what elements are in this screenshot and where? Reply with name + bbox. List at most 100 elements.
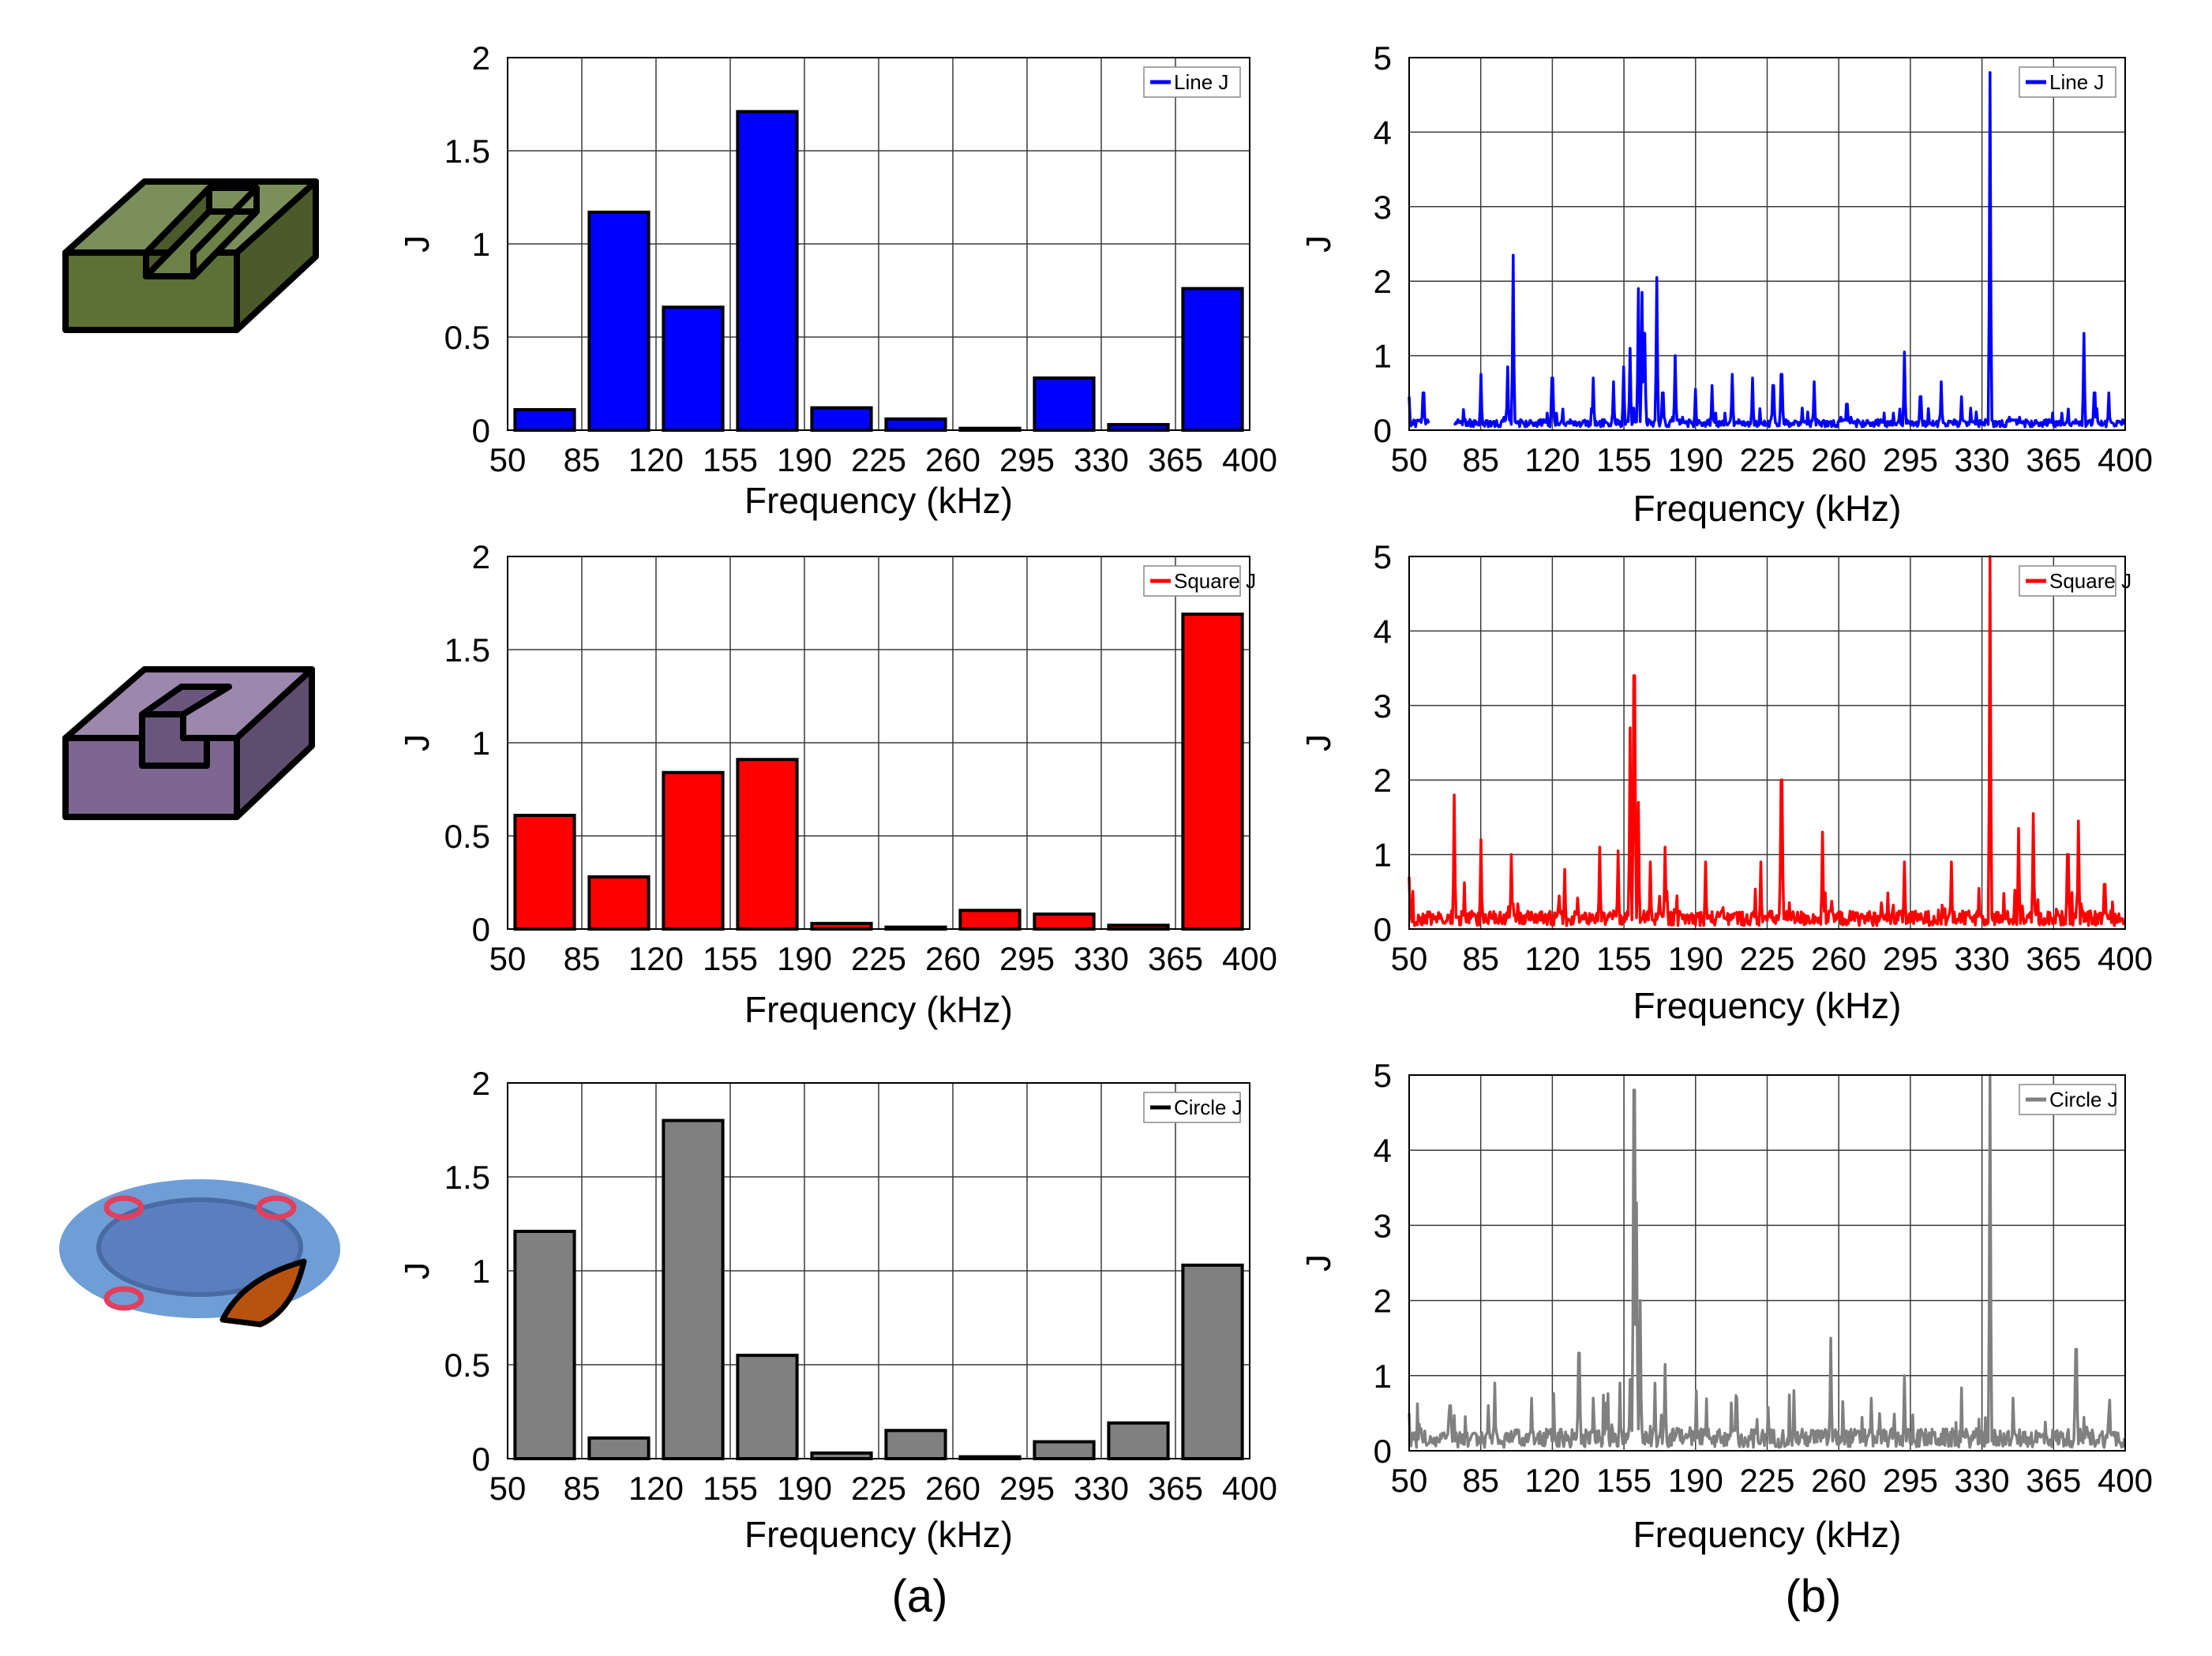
x-tick-label: 225 xyxy=(851,1470,906,1507)
line-groove-block-icon xyxy=(62,178,319,333)
bar-85 xyxy=(513,1230,576,1461)
legend-label: Square J xyxy=(1174,569,1256,593)
legend-label: Circle J xyxy=(2049,1088,2118,1111)
plot-frame xyxy=(507,556,1250,930)
x-tick-label: 225 xyxy=(1739,1462,1794,1499)
bar-225 xyxy=(810,921,873,931)
bar-260 xyxy=(884,417,947,433)
bar-400 xyxy=(1181,287,1244,433)
bar-120 xyxy=(587,210,650,432)
y-tick-label: 0.5 xyxy=(444,1347,490,1384)
y-tick-label: 0 xyxy=(472,911,490,948)
square-groove-block-icon xyxy=(62,666,315,820)
chart-a2: 0 0.5 1 1.5 2 50 85 120 155 190 225 260 295 330 365 400… xyxy=(398,538,1277,1030)
x-tick-label: 330 xyxy=(1955,1462,2010,1499)
x-tick-label: 295 xyxy=(999,441,1055,478)
x-tick-label: 225 xyxy=(851,940,906,977)
y-tick-label: 1.5 xyxy=(444,631,490,669)
x-tick-label: 365 xyxy=(1148,940,1203,977)
y-axis-label: J xyxy=(398,734,437,751)
y-tick-label: 1.5 xyxy=(444,133,490,170)
y-tick-label: 0 xyxy=(1374,412,1392,449)
x-tick-label: 330 xyxy=(1074,441,1129,478)
x-axis-label: Frequency (kHz) xyxy=(1633,985,1902,1026)
bar-190 xyxy=(736,110,799,432)
bar-85 xyxy=(513,408,576,432)
x-tick-label: 400 xyxy=(1222,940,1277,977)
y-tick-label: 1 xyxy=(1374,837,1392,874)
y-tick-label: 0 xyxy=(1374,1433,1392,1470)
y-tick-label: 4 xyxy=(1374,613,1392,650)
bar-365 xyxy=(1107,422,1170,432)
y-tick-label: 2 xyxy=(472,538,490,575)
y-tick-label: 0.5 xyxy=(444,319,490,356)
bar-190 xyxy=(736,1354,799,1460)
y-tick-label: 0.5 xyxy=(444,818,490,855)
x-tick-label: 155 xyxy=(1596,1462,1652,1499)
y-axis-label: J xyxy=(1299,235,1338,253)
chart-b3: 0 1 2 3 4 5 50 85 120 155 190 225 260 295 330 365 400 Fre… xyxy=(1299,1057,2153,1555)
x-tick-label: 190 xyxy=(1668,441,1723,478)
bar-155 xyxy=(662,770,725,931)
bar-400 xyxy=(1181,613,1244,931)
plot-frame xyxy=(1408,556,2126,930)
x-tick-label: 260 xyxy=(925,1470,980,1507)
x-tick-label: 85 xyxy=(1462,441,1499,478)
x-tick-label: 330 xyxy=(1955,441,2010,478)
x-tick-label: 85 xyxy=(564,940,601,977)
x-tick-label: 120 xyxy=(628,1470,684,1507)
x-axis-label: Frequency (kHz) xyxy=(744,1514,1013,1555)
x-tick-label: 190 xyxy=(777,1470,832,1507)
bar-85 xyxy=(513,814,576,931)
x-tick-label: 190 xyxy=(1668,940,1723,977)
x-tick-label: 85 xyxy=(1462,940,1499,977)
y-axis-label: J xyxy=(398,235,437,253)
bar-330 xyxy=(1033,376,1096,433)
y-tick-label: 5 xyxy=(1374,39,1392,77)
series-line-0 xyxy=(1408,392,1430,429)
y-axis-label: J xyxy=(1299,1254,1338,1272)
y-tick-label: 5 xyxy=(1374,538,1392,575)
y-tick-label: 5 xyxy=(1374,1057,1392,1094)
x-tick-label: 155 xyxy=(703,940,758,977)
y-tick-label: 2 xyxy=(472,1065,490,1102)
x-tick-label: 120 xyxy=(628,441,684,478)
bar-155 xyxy=(662,305,725,432)
x-axis-label: Frequency (kHz) xyxy=(1633,1514,1902,1555)
x-tick-label: 365 xyxy=(2026,1462,2081,1499)
y-tick-label: 2 xyxy=(1374,762,1392,799)
x-tick-label: 330 xyxy=(1074,940,1129,977)
x-tick-label: 225 xyxy=(1739,441,1794,478)
x-tick-label: 295 xyxy=(1883,1462,1938,1499)
x-tick-label: 295 xyxy=(1883,441,1938,478)
plot-frame xyxy=(507,57,1250,431)
y-tick-label: 1 xyxy=(472,725,490,762)
x-tick-label: 85 xyxy=(564,1470,601,1507)
x-tick-label: 120 xyxy=(628,940,684,977)
chart-b1: 0 1 2 3 4 5 50 85 120 155 190 225 260 295 330 365 400 Fre… xyxy=(1299,39,2153,529)
y-tick-label: 1 xyxy=(472,226,490,263)
x-tick-label: 225 xyxy=(851,441,906,478)
y-tick-label: 2 xyxy=(1374,263,1392,300)
panel-label-a: (a) xyxy=(892,1571,948,1622)
x-tick-label: 120 xyxy=(1524,1462,1580,1499)
y-tick-label: 1 xyxy=(1374,338,1392,375)
x-tick-label: 400 xyxy=(1222,441,1277,478)
panel-label-b: (b) xyxy=(1786,1571,1842,1622)
plot-frame xyxy=(507,1082,1250,1459)
series-line-1 xyxy=(1453,71,2126,429)
x-tick-label: 295 xyxy=(999,940,1055,977)
circle-plate-icon xyxy=(59,1179,340,1328)
plot-frame xyxy=(1408,1074,2126,1452)
y-tick-label: 4 xyxy=(1374,114,1392,151)
y-tick-label: 2 xyxy=(1374,1283,1392,1320)
x-tick-label: 50 xyxy=(489,1470,527,1507)
bar-295 xyxy=(958,909,1022,931)
y-tick-label: 2 xyxy=(472,39,490,77)
bar-365 xyxy=(1107,1421,1170,1461)
chart-a1: 0 0.5 1 1.5 2 50 85 120 155 190 225 260 295 330 365 400… xyxy=(398,39,1277,521)
x-tick-label: 85 xyxy=(1462,1462,1499,1499)
x-axis-label: Frequency (kHz) xyxy=(744,989,1013,1030)
legend-label: Circle J xyxy=(1174,1096,1243,1119)
